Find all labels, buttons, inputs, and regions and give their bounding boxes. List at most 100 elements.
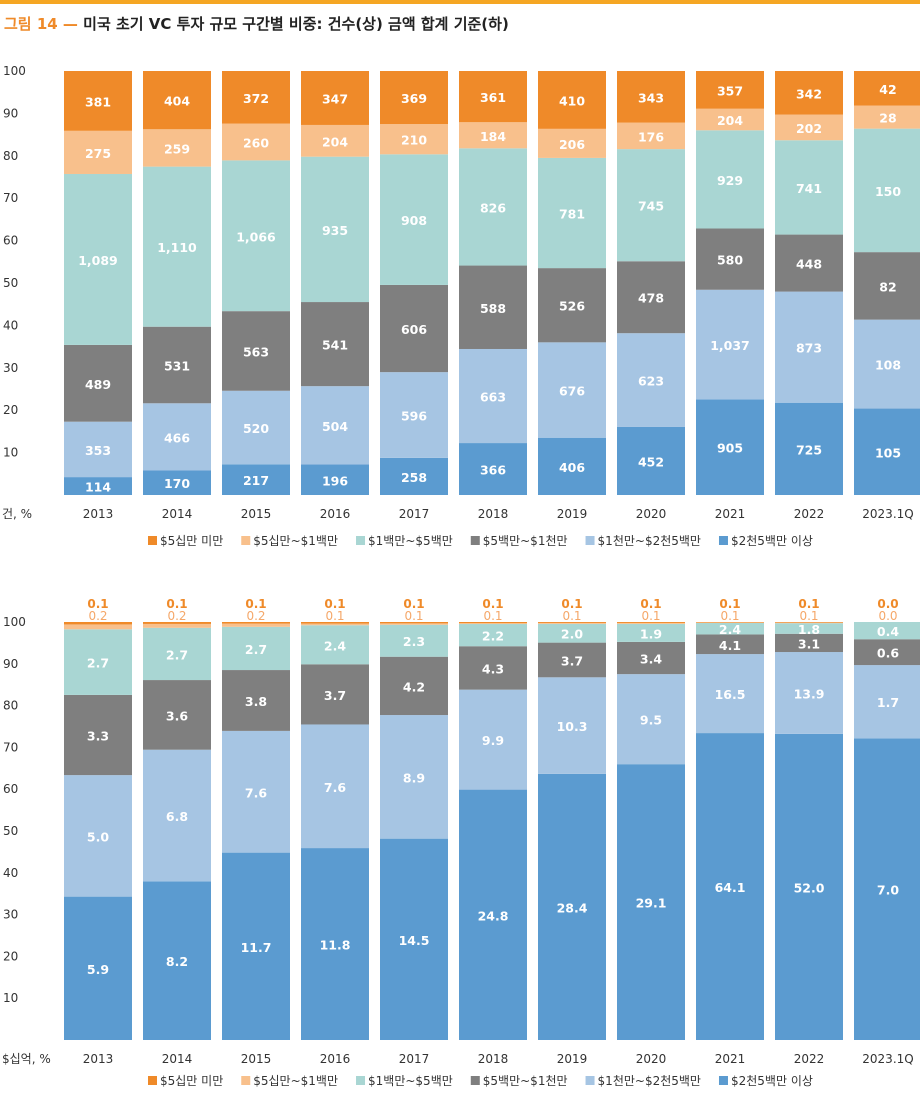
amount-bar-label: 3.4	[640, 652, 662, 667]
amount-bar-500k-1m	[459, 623, 527, 625]
count-bar-label: 781	[559, 207, 585, 222]
count-bar-lt500k	[854, 71, 920, 106]
amount-bar-gt25m	[538, 773, 606, 1040]
count-bar-label: 42	[879, 82, 896, 97]
count-bar-label: 108	[875, 358, 901, 373]
amount-bar-label: 13.9	[794, 686, 825, 701]
amount-bar-1m-5m	[854, 622, 920, 640]
amount-y-tick-label: 10	[3, 991, 18, 1005]
amount-bar-5m-10m	[538, 642, 606, 678]
amount-bar-label: 3.1	[798, 636, 820, 651]
amount-bar-label: 52.0	[794, 880, 825, 895]
count-bar-label: 357	[717, 83, 743, 98]
count-bar-10m-25m	[459, 348, 527, 444]
count-y-tick-label: 80	[3, 149, 18, 163]
count-bar-lt500k	[143, 71, 211, 130]
count-bar-1m-5m	[775, 140, 843, 235]
count-bar-label: 504	[322, 419, 348, 434]
count-bar-gt25m	[854, 408, 920, 495]
count-legend-label: $2천5백만 이상	[731, 533, 813, 548]
count-bar-label: 745	[638, 199, 664, 214]
amount-bar-5m-10m	[380, 656, 448, 716]
count-x-tick-label: 2016	[320, 507, 351, 521]
amount-bar-5m-10m	[222, 670, 290, 731]
count-bar-10m-25m	[64, 421, 132, 478]
count-legend-label: $1천만~$2천5백만	[598, 533, 701, 548]
count-bar-label: 466	[164, 430, 190, 445]
amount-bar-lt500k	[459, 622, 527, 624]
amount-legend-label: $5십만~$1백만	[253, 1074, 338, 1088]
count-bar-lt500k	[775, 71, 843, 115]
count-x-tick-label: 2017	[399, 507, 430, 521]
amount-y-tick-label: 100	[3, 615, 26, 629]
amount-bar-10m-25m	[459, 689, 527, 790]
amount-bar-label: 64.1	[715, 880, 746, 895]
amount-bar-label: 7.6	[324, 780, 346, 795]
count-bar-label: 372	[243, 91, 269, 106]
amount-bar-lt500k	[380, 622, 448, 624]
count-legend-swatch	[718, 536, 728, 545]
count-bar-500k-1m	[64, 130, 132, 174]
count-bar-500k-1m	[380, 124, 448, 155]
count-bar-1m-5m	[64, 173, 132, 345]
count-bar-label: 580	[717, 253, 743, 268]
amount-bar-10m-25m	[775, 652, 843, 734]
amount-bar-gt25m	[143, 881, 211, 1040]
amount-bar-label: 9.9	[482, 733, 504, 748]
amount-bar-label: 0.4	[877, 624, 899, 639]
count-y-tick-label: 30	[3, 361, 18, 375]
count-x-tick-label: 2015	[241, 507, 272, 521]
count-bar-label: 935	[322, 223, 348, 238]
count-bar-label: 259	[164, 141, 190, 156]
amount-bar-label-500k-1m: 0.1	[562, 609, 581, 623]
amount-bar-lt500k	[617, 622, 685, 623]
amount-bar-label: 5.9	[87, 962, 109, 977]
count-bar-label: 275	[85, 146, 111, 161]
count-bar-10m-25m	[222, 390, 290, 465]
count-x-tick-label: 2013	[83, 507, 114, 521]
amount-bar-5m-10m	[459, 646, 527, 690]
count-legend-swatch	[241, 536, 251, 545]
amount-bar-500k-1m	[143, 623, 211, 628]
amount-bar-label: 11.8	[320, 938, 351, 953]
count-bar-gt25m	[143, 470, 211, 495]
amount-bar-label-lt500k: 0.1	[403, 597, 424, 611]
amount-bar-label: 9.5	[640, 713, 662, 728]
amount-bar-1m-5m	[301, 625, 369, 665]
count-legend-label: $5백만~$1천만	[483, 533, 568, 548]
count-bar-label: 588	[480, 301, 506, 316]
count-bar-label: 623	[638, 374, 664, 389]
amount-y-tick-label: 60	[3, 782, 18, 796]
count-bar-5m-10m	[775, 234, 843, 292]
amount-bar-label-500k-1m: 0.1	[325, 609, 344, 623]
amount-bar-500k-1m	[775, 622, 843, 624]
count-bar-label: 210	[401, 133, 427, 148]
amount-bar-10m-25m	[222, 730, 290, 853]
count-legend-label: $1백만~$5백만	[368, 534, 453, 548]
count-bar-label: 826	[480, 200, 506, 215]
amount-legend-swatch	[470, 1076, 480, 1085]
amount-bar-label: 28.4	[557, 900, 588, 915]
count-bar-500k-1m	[301, 124, 369, 157]
count-bar-label: 908	[401, 213, 427, 228]
amount-bar-5m-10m	[143, 680, 211, 750]
amount-bar-10m-25m	[301, 724, 369, 849]
amount-bar-label-lt500k: 0.1	[245, 597, 266, 611]
count-bar-10m-25m	[301, 386, 369, 465]
amount-bar-1m-5m	[459, 624, 527, 647]
amount-bar-gt25m	[696, 733, 764, 1040]
count-bar-gt25m	[459, 443, 527, 495]
amount-x-tick-label: 2021	[715, 1052, 746, 1066]
amount-y-tick-label: 90	[3, 657, 18, 671]
amount-bar-500k-1m	[64, 624, 132, 630]
amount-bar-label-500k-1m: 0.1	[641, 609, 660, 623]
amount-bar-1m-5m	[143, 627, 211, 681]
amount-bar-lt500k	[222, 622, 290, 624]
amount-bar-1m-5m	[222, 626, 290, 671]
count-bar-5m-10m	[459, 265, 527, 349]
amount-bar-lt500k	[143, 622, 211, 624]
count-bar-label: 353	[85, 443, 111, 458]
amount-bar-gt25m	[380, 838, 448, 1040]
amount-legend-label: $2천5백만 이상	[731, 1073, 813, 1088]
count-bar-1m-5m	[854, 128, 920, 253]
